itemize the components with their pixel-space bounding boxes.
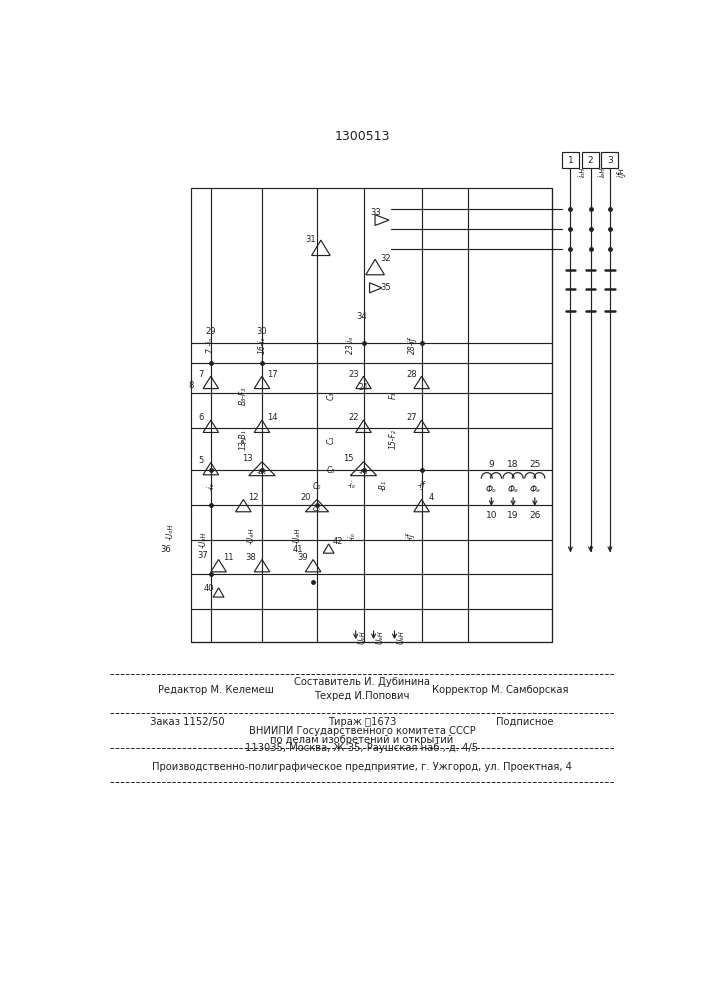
Text: iₔн: iₔн — [597, 167, 607, 177]
Text: 27: 27 — [407, 413, 417, 422]
Text: 7 -iₒ: 7 -iₒ — [206, 338, 216, 353]
Text: 15-F₂: 15-F₂ — [388, 430, 397, 449]
Text: 24: 24 — [358, 383, 368, 392]
Text: 34: 34 — [356, 312, 366, 321]
Text: 113035, Москва, Ж-35, Раушская наб., д. 4/5: 113035, Москва, Ж-35, Раушская наб., д. … — [245, 743, 479, 753]
Text: 40: 40 — [203, 584, 214, 593]
Text: C₀: C₀ — [327, 466, 335, 475]
Text: 23 iₔ: 23 iₔ — [346, 337, 355, 354]
Text: Техред И.Попович: Техред И.Попович — [314, 691, 409, 701]
Text: 7: 7 — [198, 370, 204, 379]
Text: Φₔ: Φₔ — [530, 485, 540, 494]
Text: 17: 17 — [267, 370, 277, 379]
Text: 31: 31 — [305, 235, 316, 244]
Text: -Uₔн: -Uₔн — [293, 528, 302, 544]
Text: -Uₔн: -Uₔн — [199, 531, 208, 548]
Text: Φₔ: Φₔ — [508, 485, 518, 494]
Text: Тираж ٳ1673: Тираж ٳ1673 — [328, 717, 396, 727]
Text: -Uₒн: -Uₒн — [165, 524, 174, 540]
Text: по делам изобретений и открытий: по делам изобретений и открытий — [270, 735, 454, 745]
Text: -B₁: -B₁ — [378, 480, 387, 491]
Text: -iₒ: -iₒ — [206, 482, 216, 490]
Text: 30: 30 — [257, 327, 267, 336]
Text: 14: 14 — [267, 413, 277, 422]
Text: 2: 2 — [588, 156, 593, 165]
Text: C₀: C₀ — [313, 506, 321, 512]
Bar — [192, 188, 552, 642]
Text: Заказ 1152/50: Заказ 1152/50 — [151, 717, 225, 727]
Text: 26: 26 — [529, 511, 540, 520]
Text: Подписное: Подписное — [496, 717, 554, 727]
Text: 19: 19 — [508, 511, 519, 520]
Text: Uₔн: Uₔн — [375, 631, 385, 644]
Text: 18: 18 — [508, 460, 519, 469]
Text: F₃: F₃ — [388, 392, 397, 399]
Text: 42: 42 — [333, 537, 343, 546]
Bar — [562, 152, 579, 168]
Text: 10: 10 — [486, 511, 497, 520]
Text: 37: 37 — [198, 551, 209, 560]
Text: 13-B₁: 13-B₁ — [239, 429, 248, 450]
Text: 4: 4 — [429, 493, 434, 502]
Text: 41: 41 — [293, 545, 303, 554]
Text: B₃-F₃: B₃-F₃ — [239, 386, 248, 405]
Text: 20: 20 — [300, 493, 310, 502]
Text: Редактор М. Келемеш: Редактор М. Келемеш — [158, 685, 274, 695]
Text: Корректор М. Самборская: Корректор М. Самборская — [433, 685, 569, 695]
Text: C₃: C₃ — [327, 391, 335, 400]
Text: 12: 12 — [248, 493, 259, 502]
Text: 11: 11 — [223, 553, 234, 562]
Text: 38: 38 — [246, 553, 257, 562]
Text: ВНИИПИ Государственного комитета СССР: ВНИИПИ Государственного комитета СССР — [249, 726, 475, 736]
Text: 33: 33 — [370, 208, 381, 217]
Text: 28: 28 — [407, 370, 417, 379]
Text: iₒн: iₒн — [578, 167, 587, 177]
Text: 39: 39 — [298, 553, 308, 562]
Bar — [582, 152, 599, 168]
Text: 1300513: 1300513 — [334, 130, 390, 143]
Text: Uₒн: Uₒн — [358, 631, 366, 644]
Text: 5: 5 — [198, 456, 204, 465]
Text: 16-iₔ: 16-iₔ — [257, 337, 267, 354]
Text: 8: 8 — [189, 381, 194, 390]
Text: 15: 15 — [344, 454, 354, 463]
Text: 23: 23 — [348, 370, 358, 379]
Text: 32: 32 — [380, 254, 390, 263]
Text: 9: 9 — [489, 460, 494, 469]
Text: F₃: F₃ — [242, 436, 248, 443]
Text: -B₁: -B₁ — [257, 469, 267, 475]
Text: 29: 29 — [206, 327, 216, 336]
Text: 25: 25 — [529, 460, 540, 469]
Text: 35: 35 — [380, 283, 390, 292]
Text: Производственно-полиграфическое предприятие, г. Ужгород, ул. Проектная, 4: Производственно-полиграфическое предприя… — [152, 762, 572, 772]
Text: -Uₔн: -Uₔн — [247, 528, 256, 544]
Text: Uₔн: Uₔн — [396, 631, 405, 644]
Text: iƒн: iƒн — [617, 167, 626, 177]
Bar — [602, 152, 619, 168]
Text: Составитель И. Дубинина: Составитель И. Дубинина — [294, 677, 430, 687]
Text: 3: 3 — [607, 156, 613, 165]
Text: -iƒ: -iƒ — [406, 532, 414, 540]
Text: -iₒ: -iₒ — [348, 481, 356, 490]
Text: 22: 22 — [348, 413, 358, 422]
Text: Φₒ: Φₒ — [486, 485, 497, 494]
Text: 28-iƒ: 28-iƒ — [408, 337, 417, 354]
Text: -F₂: -F₂ — [359, 469, 368, 475]
Text: 13: 13 — [242, 454, 252, 463]
Text: 1: 1 — [568, 156, 573, 165]
Text: -iₒ: -iₒ — [347, 532, 356, 540]
Text: C₁: C₁ — [327, 435, 335, 444]
Text: 36: 36 — [160, 545, 171, 554]
Text: 6: 6 — [198, 413, 204, 422]
Text: -iƒ: -iƒ — [418, 481, 426, 490]
Text: C₀: C₀ — [312, 482, 321, 491]
